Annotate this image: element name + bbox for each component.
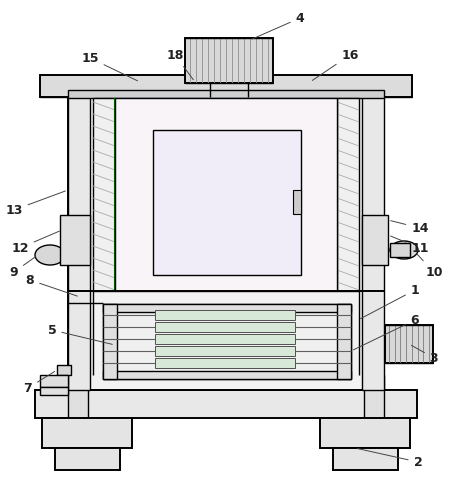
Bar — [337, 98, 359, 291]
Bar — [55, 448, 120, 470]
Bar — [40, 387, 68, 395]
Text: 16: 16 — [312, 49, 359, 80]
Bar — [333, 448, 398, 470]
Ellipse shape — [390, 241, 418, 259]
Bar — [68, 90, 384, 390]
Bar — [103, 371, 351, 379]
Bar — [320, 418, 410, 448]
Bar — [390, 243, 410, 257]
Bar — [337, 304, 351, 379]
Text: 18: 18 — [166, 49, 193, 80]
Bar — [93, 98, 115, 291]
Text: 9: 9 — [10, 257, 36, 278]
Text: 1: 1 — [360, 284, 419, 318]
Text: 13: 13 — [5, 191, 65, 217]
Bar — [103, 304, 117, 379]
Bar — [68, 90, 384, 98]
Bar — [155, 358, 295, 368]
Ellipse shape — [35, 245, 65, 265]
Text: 8: 8 — [26, 273, 77, 296]
Bar — [155, 334, 295, 344]
Text: 15: 15 — [81, 51, 138, 81]
Bar — [155, 310, 295, 320]
Bar — [103, 304, 351, 379]
Text: 2: 2 — [358, 449, 422, 468]
Bar — [153, 130, 301, 275]
Text: 4: 4 — [252, 11, 304, 39]
Bar — [68, 90, 90, 390]
Text: 14: 14 — [391, 220, 429, 235]
Bar — [362, 90, 384, 390]
Bar — [155, 322, 295, 332]
Text: 6: 6 — [354, 314, 419, 350]
Bar — [362, 215, 388, 265]
Bar — [293, 190, 301, 214]
Text: 3: 3 — [411, 345, 438, 365]
Text: 5: 5 — [48, 323, 112, 344]
Text: 7: 7 — [24, 371, 54, 394]
Bar — [155, 346, 295, 356]
Bar — [68, 375, 88, 418]
Bar — [103, 304, 351, 312]
Bar — [57, 365, 71, 375]
Bar — [115, 98, 337, 291]
Bar — [35, 390, 417, 418]
Bar — [385, 325, 433, 363]
Bar — [42, 418, 132, 448]
Text: 12: 12 — [11, 231, 59, 254]
Bar — [40, 375, 68, 387]
Text: 11: 11 — [390, 236, 429, 254]
Bar — [60, 215, 90, 265]
Bar — [185, 38, 273, 83]
Bar — [40, 75, 412, 97]
Text: 10: 10 — [417, 254, 443, 278]
Bar — [364, 375, 384, 418]
